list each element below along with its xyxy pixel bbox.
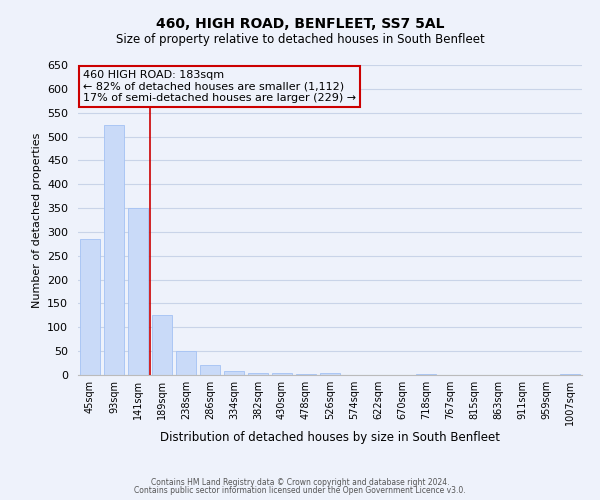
Bar (200, 366, 220, 375)
Bar (224, 371, 244, 375)
Bar (296, 374, 316, 375)
Text: Contains HM Land Registry data © Crown copyright and database right 2024.: Contains HM Land Registry data © Crown c… (151, 478, 449, 487)
Bar (272, 372, 292, 375)
X-axis label: Distribution of detached houses by size in South Benfleet: Distribution of detached houses by size … (160, 431, 500, 444)
Text: Size of property relative to detached houses in South Benfleet: Size of property relative to detached ho… (116, 32, 484, 46)
Bar (104, 124, 124, 375)
Y-axis label: Number of detached properties: Number of detached properties (32, 132, 41, 308)
Bar (416, 374, 436, 375)
Text: 460, HIGH ROAD, BENFLEET, SS7 5AL: 460, HIGH ROAD, BENFLEET, SS7 5AL (156, 18, 444, 32)
Text: Contains public sector information licensed under the Open Government Licence v3: Contains public sector information licen… (134, 486, 466, 495)
Bar (560, 374, 580, 375)
Bar (320, 372, 340, 375)
Text: 460 HIGH ROAD: 183sqm
← 82% of detached houses are smaller (1,112)
17% of semi-d: 460 HIGH ROAD: 183sqm ← 82% of detached … (83, 70, 356, 103)
Bar (80, 239, 100, 375)
Bar (176, 351, 196, 375)
Bar (248, 372, 268, 375)
Bar (152, 316, 172, 375)
Bar (128, 208, 148, 375)
